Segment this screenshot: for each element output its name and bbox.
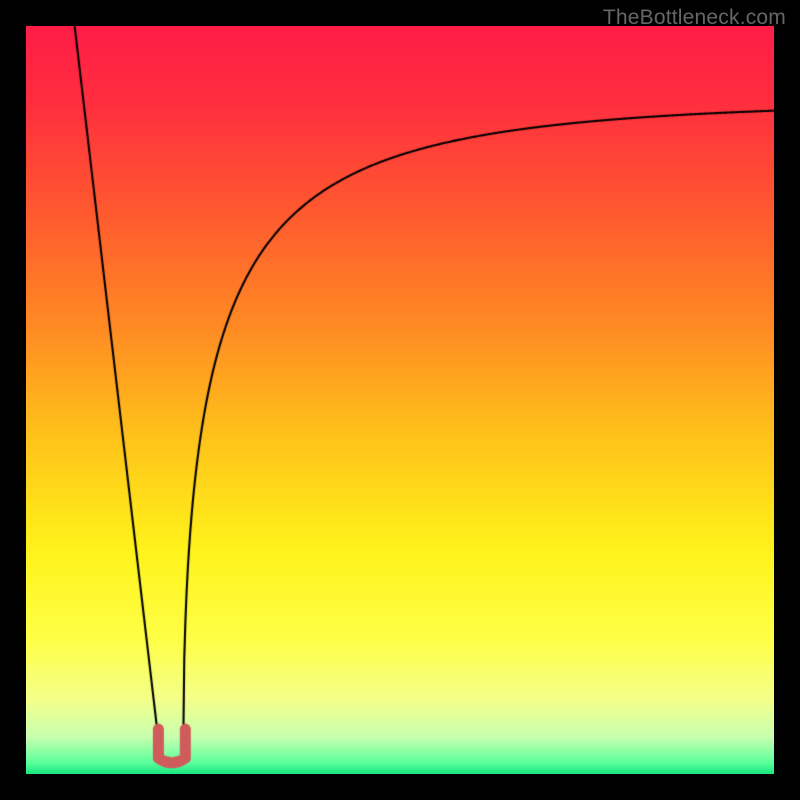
chart-container: TheBottleneck.com <box>0 0 800 800</box>
watermark-text: TheBottleneck.com <box>603 6 786 30</box>
bottleneck-chart <box>26 26 774 774</box>
